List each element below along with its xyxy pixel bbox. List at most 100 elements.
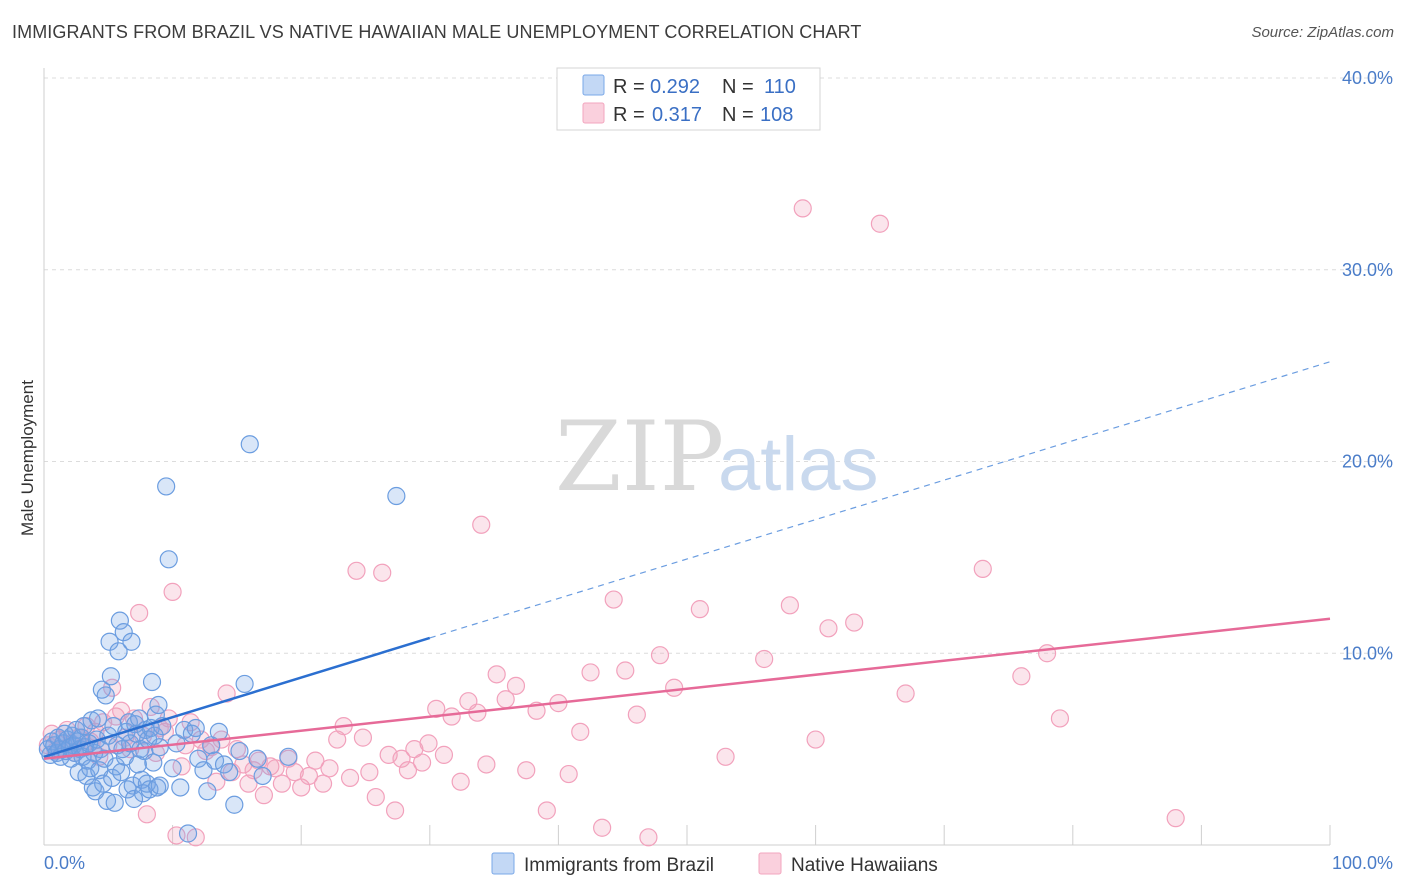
data-point [254, 786, 274, 805]
data-point [616, 661, 635, 680]
data-point [227, 740, 246, 759]
data-point [96, 686, 115, 705]
data-point [1166, 809, 1185, 828]
data-point [665, 678, 684, 697]
legend-r-label-hawaiians: R = [613, 104, 645, 126]
data-point [272, 774, 292, 793]
data-point [973, 559, 992, 578]
legend-r-value-hawaiians: 0.317 [652, 104, 702, 126]
data-point [392, 749, 411, 768]
data-point [103, 768, 122, 787]
data-point [487, 665, 506, 684]
data-point [340, 768, 360, 787]
data-point [360, 763, 379, 782]
data-point [313, 774, 333, 793]
data-point [186, 718, 205, 738]
data-point [627, 705, 646, 724]
data-point [412, 753, 432, 772]
data-point [442, 707, 461, 726]
data-point [755, 649, 774, 669]
data-point [537, 801, 556, 820]
data-point [716, 747, 735, 766]
data-point [1012, 667, 1031, 686]
data-point [225, 795, 244, 814]
data-point [220, 763, 239, 782]
data-point [235, 674, 254, 694]
data-point [167, 826, 186, 845]
trend-lines [43, 361, 1331, 760]
legend-n-value-brazil: 110 [764, 76, 796, 98]
data-point [144, 753, 163, 772]
data-point [81, 759, 100, 778]
data-point [101, 667, 120, 686]
data-point [896, 684, 915, 703]
data-point [110, 611, 129, 630]
data-point [780, 596, 799, 615]
data-point [279, 747, 298, 766]
x-tick-label: 0.0% [44, 853, 85, 873]
watermark-zip: ZIP [555, 401, 724, 513]
trend-line-brazil-extension [429, 361, 1331, 639]
data-point [248, 749, 267, 768]
bottom-legend-swatch-brazil [491, 852, 515, 875]
legend-swatch-brazil [582, 74, 605, 96]
y-tick-label: 30.0% [1342, 260, 1393, 280]
data-point [157, 477, 176, 496]
data-point [150, 776, 169, 795]
data-point [690, 600, 709, 619]
y-axis-label: Male Unemployment [18, 380, 37, 536]
data-point [506, 676, 526, 695]
data-point [559, 764, 578, 784]
data-point [171, 778, 190, 797]
y-tick-label: 10.0% [1342, 643, 1393, 663]
trend-line-hawaiians [43, 617, 1331, 760]
data-point [149, 695, 168, 715]
data-point [205, 751, 225, 770]
data-point [845, 613, 864, 632]
data-point [806, 730, 825, 749]
data-point [112, 763, 131, 782]
data-point [398, 761, 418, 780]
data-point [385, 801, 405, 820]
data-point [320, 759, 339, 778]
data-point [366, 787, 385, 807]
legend-n-value-hawaiians: 108 [760, 104, 793, 126]
x-tick-labels: 0.0% 100.0% [44, 853, 1393, 873]
trend-line-brazil [43, 636, 431, 758]
x-tick-label: 100.0% [1332, 853, 1393, 873]
legend: R = 0.292 N = 110 R = 0.317 N = 108 [556, 67, 821, 131]
data-point [198, 782, 217, 801]
data-point [172, 757, 191, 776]
data-point [217, 684, 236, 703]
data-point [373, 563, 392, 582]
data-point [148, 778, 167, 797]
data-point [472, 515, 491, 534]
data-point [427, 699, 446, 718]
bottom-legend: Immigrants from Brazil Native Hawaiians [491, 852, 938, 876]
data-point [639, 828, 658, 847]
data-point [82, 711, 101, 730]
bottom-legend-label-hawaiians: Native Hawaiians [791, 855, 938, 876]
data-point [517, 761, 536, 780]
data-point [285, 763, 304, 782]
data-point [94, 774, 113, 793]
data-point [1050, 709, 1070, 728]
data-point [419, 734, 438, 753]
data-point [581, 663, 600, 682]
data-point [145, 726, 164, 745]
grid-lines [44, 77, 1395, 654]
bottom-legend-swatch-hawaiians [758, 852, 782, 875]
data-point [159, 550, 178, 569]
data-point [142, 672, 162, 692]
data-point [163, 582, 182, 601]
data-point [253, 766, 272, 786]
data-point [451, 772, 470, 791]
legend-n-label-hawaiians: N = [722, 104, 754, 126]
data-point [105, 793, 124, 812]
data-point [793, 199, 812, 218]
y-tick-label: 20.0% [1342, 452, 1393, 472]
source-label: Source: ZipAtlas.com [1251, 24, 1394, 41]
data-point [163, 759, 182, 778]
data-point [571, 722, 590, 741]
